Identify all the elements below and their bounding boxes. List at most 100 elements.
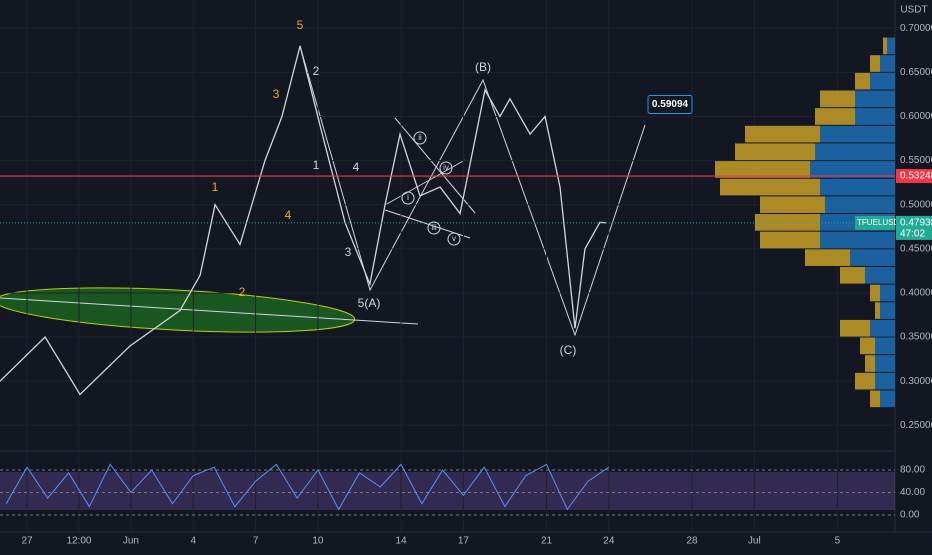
profile-down [760,196,825,214]
wave-label: 5 [297,18,304,32]
countdown: 47:02 [900,229,925,240]
profile-down [870,284,880,302]
profile-down [840,266,865,284]
oscillator-band [0,472,895,510]
wave-label: 4 [285,208,292,222]
profile-down [735,143,815,161]
profile-down [805,249,850,266]
symbol-label: TFUELUSDT [857,218,904,227]
symbol-box [855,215,895,230]
profile-down [840,319,870,337]
profile-down [860,337,875,355]
wave-label: 3 [273,87,280,101]
profile-up [875,337,895,355]
x-tick-label: 10 [312,536,324,547]
wave-label: 5(A) [358,296,381,310]
profile-down [755,214,820,231]
wave-label: i [407,193,409,202]
wave-label: 2 [239,285,246,299]
x-tick-label: 24 [603,536,615,547]
profile-up [820,125,895,143]
profile-up [887,37,895,55]
x-tick-label: 12:00 [66,536,91,547]
y-tick-label: 0.25000 [900,420,932,431]
x-tick-label: 28 [686,536,698,547]
wave-label: 1 [212,180,219,194]
oscillator-line [5,463,610,511]
x-tick-label: Jul [748,536,761,547]
profile-down [875,302,880,319]
wave-label: v [452,234,456,243]
profile-down [870,390,880,408]
profile-down [865,355,875,372]
target-label: 0.59094 [652,99,689,110]
profile-up [865,266,895,284]
x-tick-label: Jun [123,536,139,547]
profile-up [815,143,895,161]
profile-down [855,372,875,390]
last-price-box [896,215,932,240]
profile-up [875,372,895,390]
profile-down [855,72,870,90]
price-line [0,45,607,396]
wave-label: 2 [313,64,320,78]
profile-up [880,302,895,319]
profile-up [875,355,895,372]
wave-label: 1 [313,158,320,172]
x-tick-label: 7 [253,536,259,547]
x-tick-label: 17 [458,536,470,547]
profile-up [870,319,895,337]
ellipse-drawing [0,287,356,333]
profile-down [760,231,820,249]
x-tick-label: 4 [190,536,196,547]
wave-circle [447,232,461,246]
trend-line [0,297,419,325]
profile-up [880,284,895,302]
profile-up [825,196,895,214]
price-label: 0.53248 [900,171,932,182]
profile-down [745,125,820,143]
profile-down [870,55,880,72]
profile-up [850,249,895,266]
profile-up [880,55,895,72]
profile-up [870,72,895,90]
x-tick-label: 14 [395,536,407,547]
last-price-label: 0.47938 [900,218,932,229]
profile-down [715,161,810,178]
x-tick-label: 27 [21,536,33,547]
x-tick-label: 21 [541,536,553,547]
axis-unit: USDT [900,5,927,16]
x-tick-label: 5 [835,536,841,547]
wave-circle [413,131,427,145]
target-box [647,94,693,114]
profile-up [880,390,895,408]
profile-down [820,90,855,108]
profile-up [855,108,895,125]
wave-label: (B) [475,60,491,74]
wave-circle [401,191,415,205]
profile-down [815,108,855,125]
osc-tick-label: 0.00 [900,510,920,521]
wave-label: 3 [345,245,352,259]
wave-label: iv [443,163,449,172]
wave-label: (C) [560,343,577,357]
osc-tick-label: 80.00 [900,465,925,476]
wave-lines [299,45,646,337]
profile-up [820,178,895,196]
wave-label: 4 [353,160,360,174]
wave-circle [439,161,453,175]
profile-down [720,178,820,196]
osc-tick-label: 40.00 [900,487,925,498]
profile-up [855,90,895,108]
